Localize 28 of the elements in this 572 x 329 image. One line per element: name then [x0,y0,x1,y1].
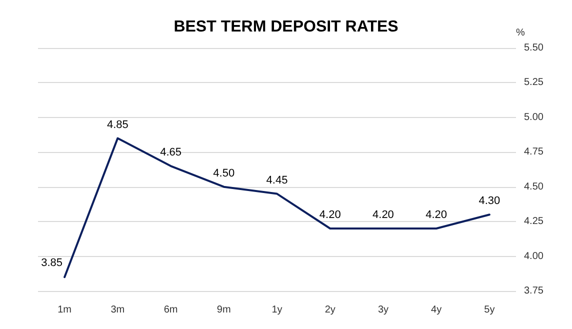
data-label: 4.45 [266,174,288,186]
x-tick-label: 4y [431,304,442,316]
data-label: 4.30 [478,195,500,208]
x-tick-label: 6m [164,304,178,316]
y-axis-title: % [516,28,525,38]
data-label: 4.65 [160,146,182,159]
y-tick-label: 5.00 [524,112,544,123]
x-tick-label: 3m [110,304,125,316]
y-tick-label: 3.75 [524,286,544,296]
data-label: 3.85 [41,257,63,270]
x-tick-label: 1m [58,304,72,316]
data-label: 4.20 [372,209,394,222]
y-tick-label: 4.25 [524,216,544,228]
x-tick-label: 9m [216,304,231,316]
x-tick-label: 3y [378,304,389,316]
data-label: 4.20 [319,209,341,222]
data-label: 4.50 [213,167,235,180]
data-label: 4.20 [426,209,448,222]
x-tick-label: 5y [484,304,495,316]
x-tick-label: 1y [272,304,282,316]
y-tick-label: 4.00 [524,250,544,262]
x-tick-label: 2y [324,304,336,316]
chart-title: BEST TERM DEPOSIT RATES [174,18,399,36]
y-tick-label: 4.75 [524,146,544,158]
y-tick-label: 4.50 [524,181,544,192]
y-tick-label: 5.50 [524,42,544,54]
data-label: 4.85 [106,118,128,131]
y-tick-label: 5.25 [524,77,544,88]
